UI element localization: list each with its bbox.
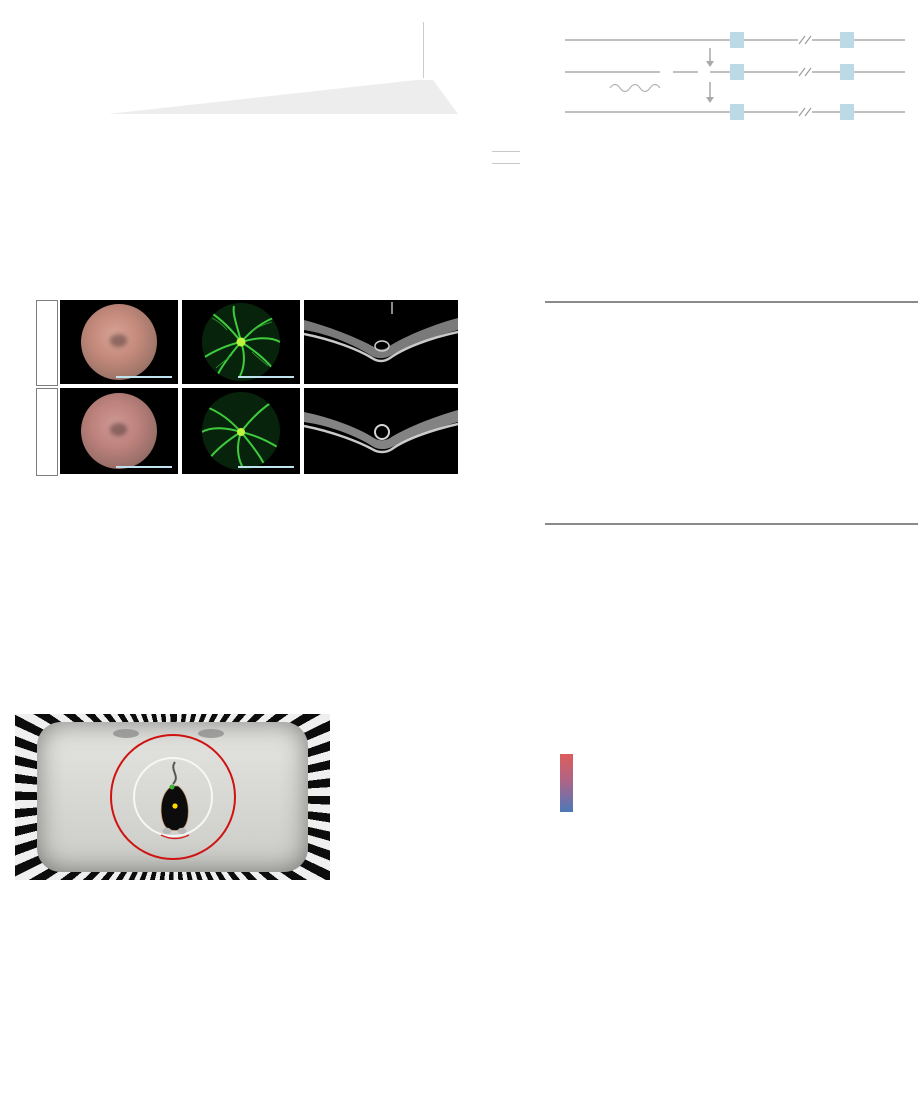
tracker-dot-green	[169, 784, 175, 790]
padjust-gradient	[560, 754, 573, 812]
arena-vent	[112, 728, 139, 738]
row-label-cne	[36, 388, 58, 476]
scale-bar	[116, 466, 172, 468]
angiography-image-wt	[182, 300, 300, 384]
zoom-beam-shape	[108, 80, 458, 114]
sample-sequence-row	[492, 162, 520, 164]
mouse-tail	[172, 761, 177, 785]
fundus-image-cne	[60, 388, 178, 474]
scotopic-awave-bar-chart	[672, 298, 794, 503]
scale-bar	[238, 376, 294, 378]
tss-marker-line	[423, 22, 424, 78]
scotopic-erg-chart	[483, 296, 668, 501]
scotopic-rule	[545, 301, 918, 303]
angiography-image-cne	[182, 388, 300, 474]
mouse	[160, 761, 190, 840]
tracking-circle	[109, 734, 236, 860]
photopic-erg-chart	[483, 522, 703, 717]
photopic-rule	[545, 523, 918, 525]
photopic-bwave-bar-chart	[812, 522, 918, 727]
photopic-awave-bar-chart	[706, 522, 810, 727]
scale-bar	[116, 376, 172, 378]
break-slashes	[798, 35, 812, 117]
platform-circle	[132, 757, 213, 837]
scale-bar	[238, 466, 294, 468]
crispr-schematic	[565, 32, 905, 120]
oct-image-cne	[304, 388, 458, 474]
wt-allele-lines	[565, 39, 905, 113]
oct-image-wt	[304, 300, 458, 384]
retina-thickness-chart	[10, 488, 310, 688]
arena-vent	[197, 728, 224, 738]
atac-signal-track	[70, 44, 460, 82]
row-label-wt	[36, 300, 58, 386]
tracker-dot-yellow	[172, 803, 178, 809]
visual-acuity-scatter-chart	[338, 694, 625, 889]
sanger-chromatogram	[512, 180, 902, 280]
tracker-outline-red	[160, 834, 190, 840]
gene-model-track	[88, 2, 456, 28]
reference-sequence-row	[492, 150, 520, 152]
exon-boxes	[730, 32, 854, 120]
oct-retina-layers	[304, 302, 458, 363]
mouse-paw	[162, 827, 172, 835]
workflow-arrows	[706, 48, 714, 103]
mouse-paw	[177, 827, 187, 835]
oligo-donor-squiggle	[609, 83, 661, 93]
zoom-beam	[108, 80, 458, 114]
oct-retina-layers	[304, 410, 458, 454]
fundus-image-wt	[60, 300, 178, 384]
go-ridgeline-plot	[715, 728, 910, 1062]
optomotor-test-photo	[15, 714, 330, 880]
scotopic-bwave-bar-chart	[796, 298, 918, 503]
